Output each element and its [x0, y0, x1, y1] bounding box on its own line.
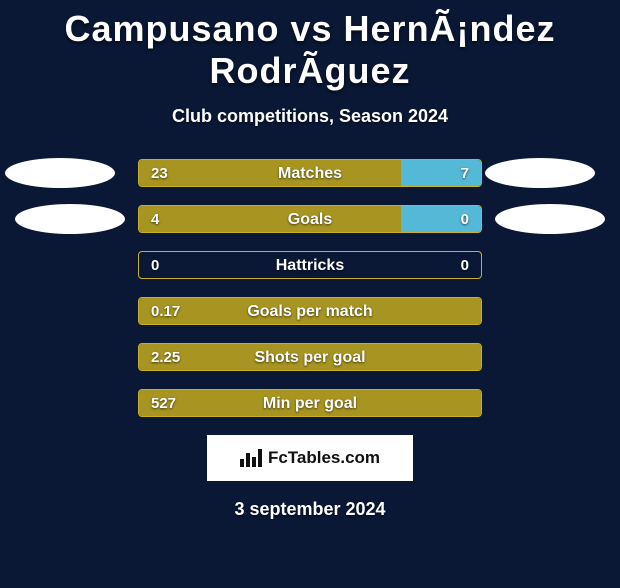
stat-row: 0 0Hattricks: [0, 251, 620, 279]
page-title: Campusano vs HernÃ¡ndez RodrÃ­guez: [0, 8, 620, 92]
player-right-icon: [495, 204, 605, 234]
stat-value-left: 23: [139, 160, 180, 187]
stat-row: 527Min per goal: [0, 389, 620, 417]
player-left-icon: [15, 204, 125, 234]
source-badge: FcTables.com: [207, 435, 413, 481]
stat-value-left: 4: [139, 206, 171, 233]
bar-left-fill: [139, 390, 481, 416]
stat-value-right: 0: [449, 206, 481, 233]
stat-row: 237Matches: [0, 159, 620, 187]
subtitle: Club competitions, Season 2024: [0, 106, 620, 127]
stat-bar: 0 0Hattricks: [138, 251, 482, 279]
stat-bar: 2.25Shots per goal: [138, 343, 482, 371]
stat-value-left: 0: [139, 252, 171, 279]
stat-row: 0.17Goals per match: [0, 297, 620, 325]
stat-value-left: 527: [139, 390, 188, 417]
stat-value-left: 0.17: [139, 298, 192, 325]
stat-value-right: 7: [449, 160, 481, 187]
badge-text: FcTables.com: [268, 448, 380, 468]
stat-row: 40Goals: [0, 205, 620, 233]
stat-bar: 527Min per goal: [138, 389, 482, 417]
stat-bar: 237Matches: [138, 159, 482, 187]
player-right-icon: [485, 158, 595, 188]
stat-row: 2.25Shots per goal: [0, 343, 620, 371]
stat-bar: 0.17Goals per match: [138, 297, 482, 325]
date-text: 3 september 2024: [0, 499, 620, 520]
stat-bar: 40Goals: [138, 205, 482, 233]
stat-label: Hattricks: [139, 252, 481, 279]
barchart-icon: [240, 449, 262, 467]
stat-value-left: 2.25: [139, 344, 192, 371]
stat-value-right: 0: [449, 252, 481, 279]
bar-left-fill: [139, 206, 401, 232]
stats-container: 237Matches40Goals00Hattricks0.17Goals pe…: [0, 159, 620, 417]
player-left-icon: [5, 158, 115, 188]
